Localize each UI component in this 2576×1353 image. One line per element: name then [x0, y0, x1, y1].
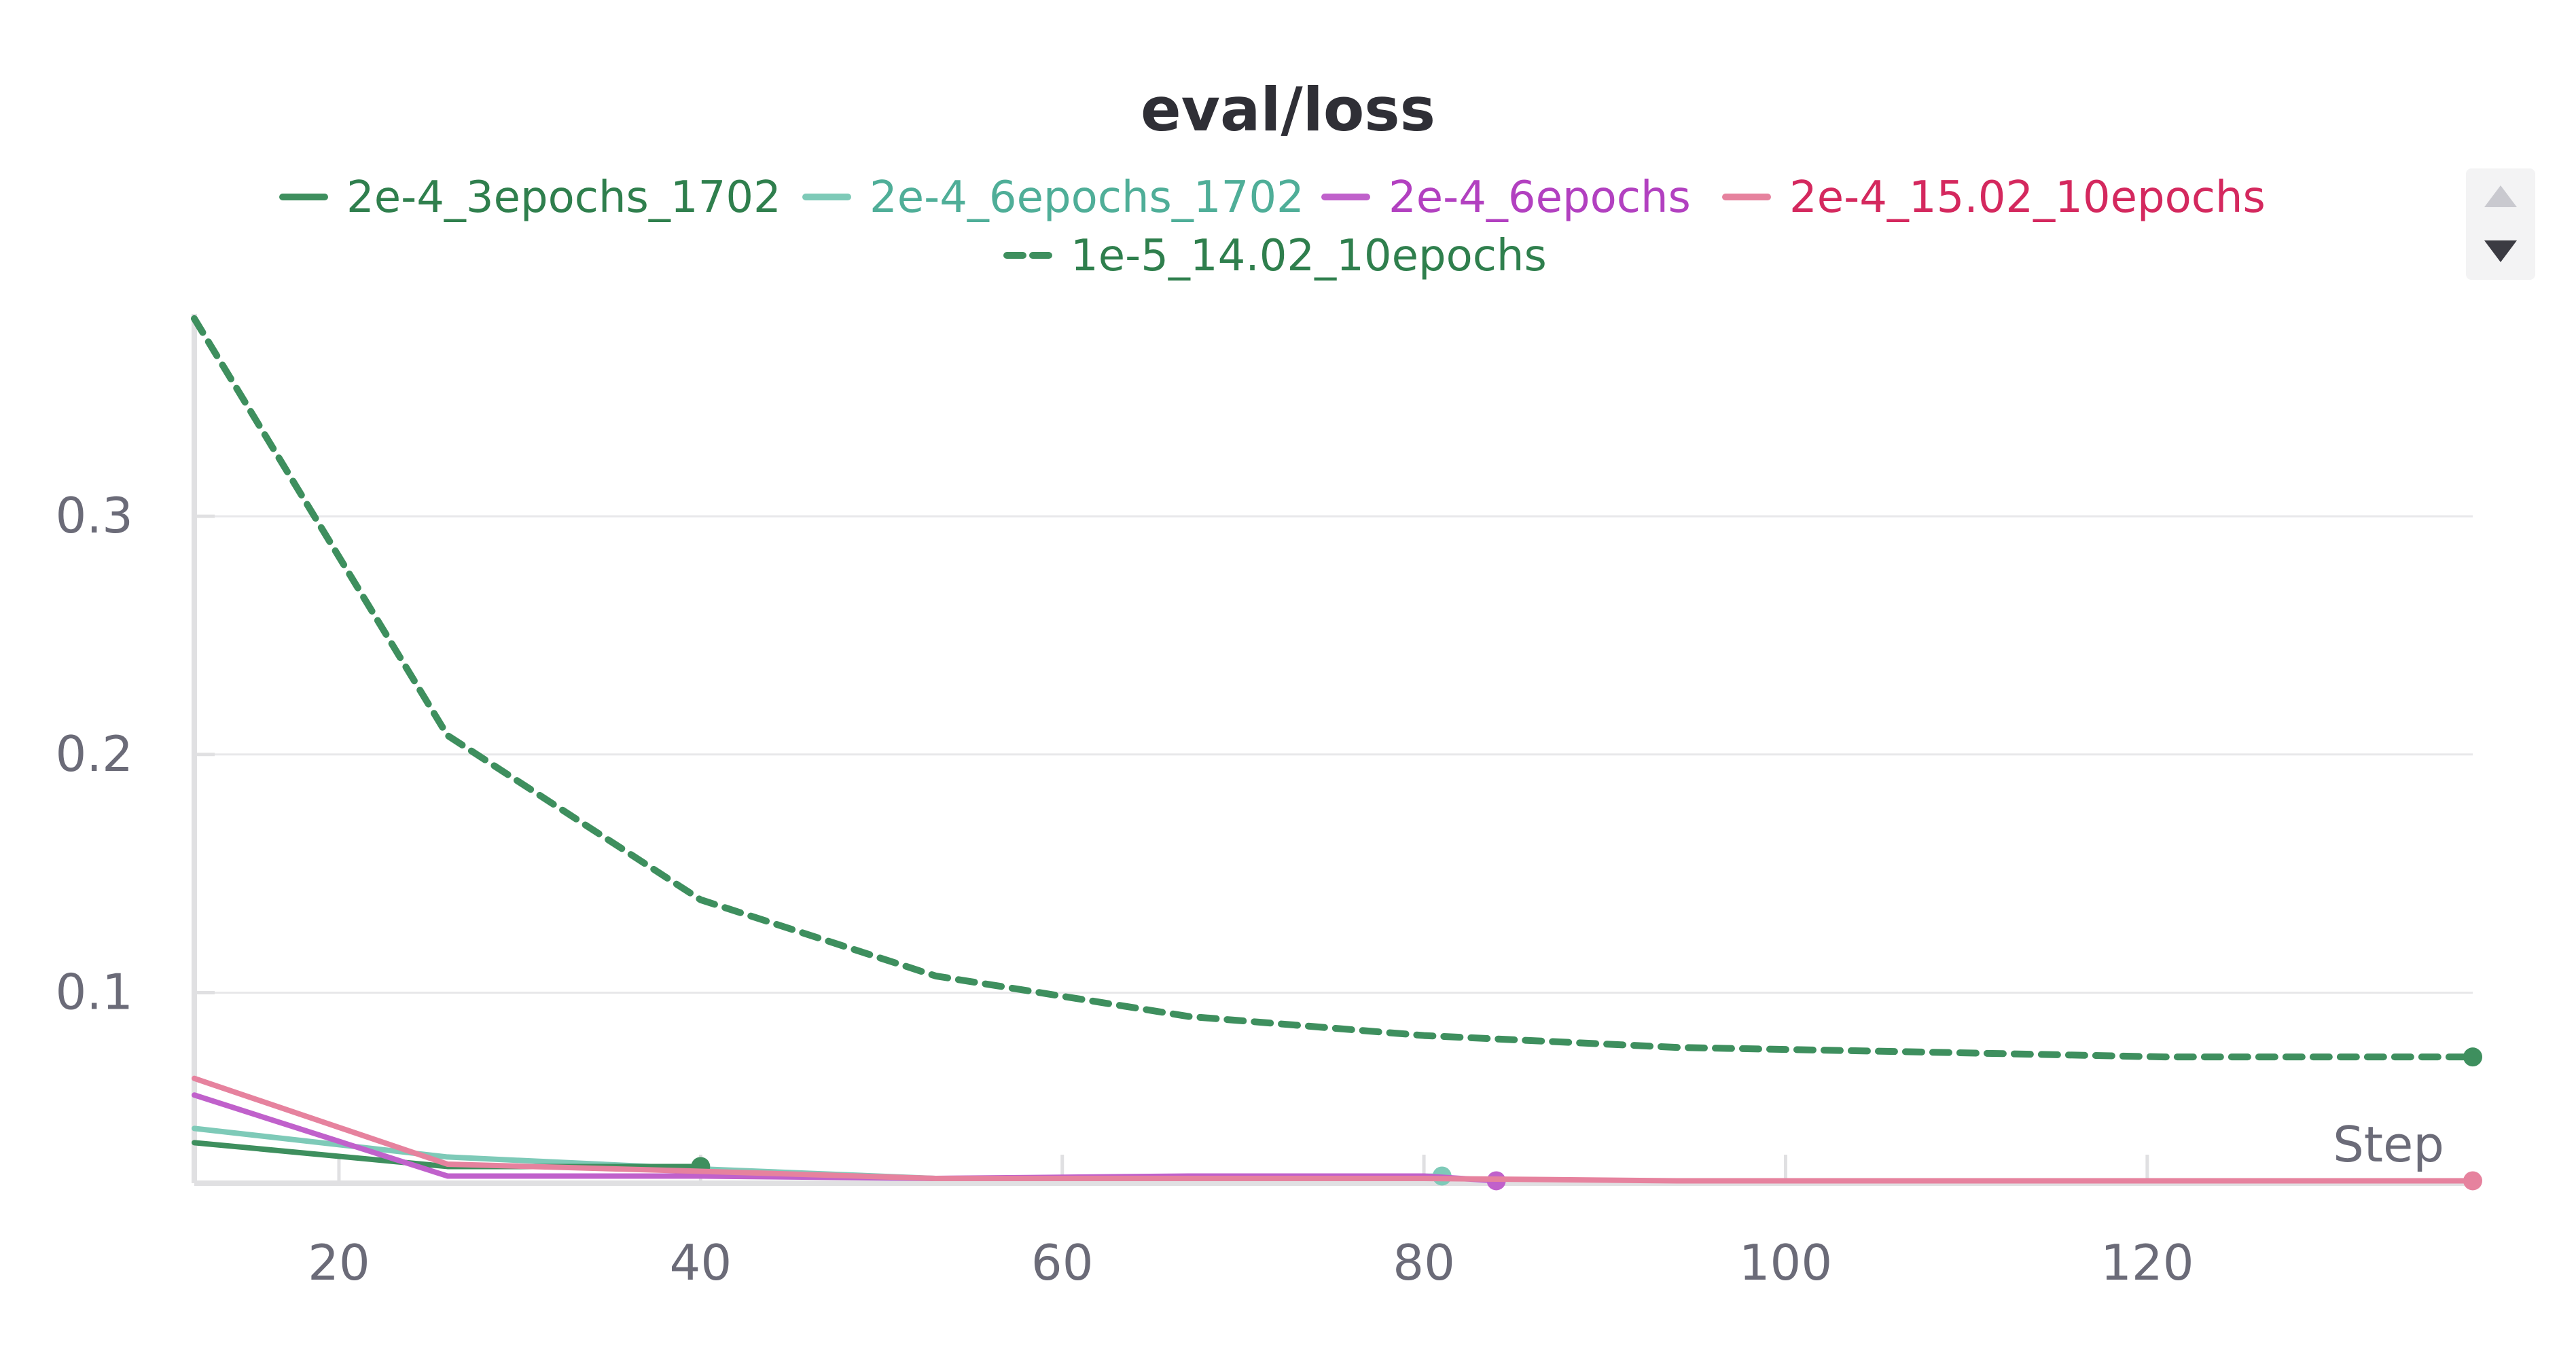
- x-tick-label: 100: [1739, 1234, 1832, 1291]
- series-line-2: [192, 1092, 1499, 1184]
- series-line-4: [191, 315, 2476, 1061]
- chart-grid: [194, 515, 2473, 994]
- legend-scroll-control[interactable]: [2466, 168, 2535, 280]
- chart-axes: [192, 314, 2473, 1186]
- legend-item[interactable]: 1e-5_14.02_10epochs: [1003, 231, 1547, 281]
- series-end-marker-4: [2463, 1047, 2482, 1067]
- legend-item[interactable]: 2e-4_6epochs: [1321, 173, 1691, 223]
- legend-label: 2e-4_15.02_10epochs: [1789, 173, 2266, 223]
- legend-scroll-up-icon[interactable]: [2484, 185, 2517, 207]
- legend-label: 2e-4_6epochs_1702: [870, 173, 1304, 223]
- x-tick-label: 20: [308, 1234, 370, 1291]
- chart-title: eval/loss: [1141, 75, 1435, 145]
- legend-label: 2e-4_6epochs: [1389, 173, 1691, 223]
- x-tick-label: 40: [670, 1234, 732, 1291]
- legend-item[interactable]: 2e-4_3epochs_1702: [279, 173, 781, 223]
- x-tick-label: 120: [2100, 1234, 2194, 1291]
- legend-item[interactable]: 2e-4_6epochs_1702: [802, 173, 1304, 223]
- chart-series: [191, 315, 2482, 1191]
- y-tick-label: 0.1: [55, 963, 133, 1020]
- legend-scroll-down-icon[interactable]: [2484, 240, 2517, 262]
- series-line-3: [192, 1075, 2475, 1184]
- series-end-marker-3: [2463, 1171, 2482, 1191]
- chart-legend: 2e-4_3epochs_1702 2e-4_6epochs_1702 2e-4_6…: [279, 173, 2266, 281]
- legend-scroll-background: [2466, 168, 2535, 280]
- y-tick-label: 0.2: [55, 725, 133, 782]
- x-axis-label: Step: [2333, 1116, 2444, 1173]
- x-tick-label: 80: [1393, 1234, 1455, 1291]
- legend-label: 2e-4_3epochs_1702: [346, 173, 781, 223]
- legend-item[interactable]: 2e-4_15.02_10epochs: [1722, 173, 2266, 223]
- x-tick-label: 60: [1031, 1234, 1094, 1291]
- chart-ticks: 0.1 0.2 0.3 20 40 60 80 100 120: [55, 487, 2194, 1291]
- y-tick-label: 0.3: [55, 487, 133, 544]
- legend-label: 1e-5_14.02_10epochs: [1071, 231, 1547, 281]
